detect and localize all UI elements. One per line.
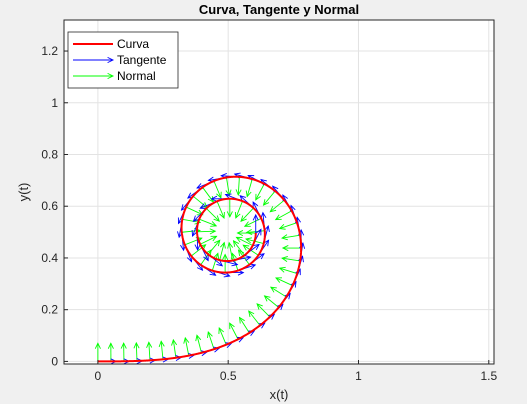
legend-label-normal: Normal [117, 69, 156, 83]
y-tick-label: 1.2 [41, 44, 58, 58]
y-axis-label: y(t) [16, 183, 31, 202]
x-tick-label: 1.5 [480, 369, 497, 383]
normal-arrow [248, 310, 261, 326]
x-axis-ticks: 0 0.5 1 1.5 [95, 360, 497, 383]
normal-arrow [195, 334, 202, 353]
normal-arrow [211, 252, 220, 271]
normal-arrow [269, 199, 285, 213]
normal-arrow [183, 336, 190, 356]
normal-arrow [207, 239, 221, 255]
legend-entry-curva: Curva [73, 37, 149, 51]
normal-arrow [255, 183, 265, 201]
legend: Curva Tangente Normal [67, 31, 179, 89]
chart-title: Curva, Tangente y Normal [199, 2, 359, 17]
legend-swatch-tangente [73, 56, 115, 64]
normal-arrow [197, 228, 217, 235]
legend-entry-normal: Normal [73, 69, 156, 83]
normal-arrow [226, 198, 233, 218]
legend-arrow-normal [73, 72, 115, 80]
normal-arrow [256, 303, 271, 318]
normal-arrow [171, 338, 178, 358]
normal-arrow [133, 341, 140, 361]
normal-arrow [146, 341, 153, 361]
normal-arrow [275, 277, 293, 286]
normal-arrow [278, 222, 298, 230]
normal-arrow [281, 234, 301, 241]
normal-arrow [94, 342, 101, 362]
normal-arrow [232, 240, 245, 256]
x-axis-label: x(t) [270, 387, 289, 402]
normal-arrow [207, 330, 215, 350]
normal-arrow [218, 326, 227, 345]
normal-arrow [219, 241, 226, 261]
tangent-arrow [252, 213, 259, 234]
normal-arrow [281, 245, 302, 252]
normal-arrow [120, 342, 127, 362]
y-tick-label: 0.6 [41, 199, 58, 213]
x-tick-label: 0 [95, 369, 102, 383]
normal-arrow [274, 210, 292, 221]
legend-label-tangente: Tangente [117, 53, 167, 67]
normal-arrow [263, 295, 279, 308]
normal-arrow [281, 255, 301, 262]
normal-arrow [222, 253, 229, 273]
normal-arrow [229, 322, 239, 340]
normal-arrow [269, 286, 287, 298]
normal-arrow [185, 206, 204, 216]
normal-arrow [235, 176, 242, 196]
normal-arrow [235, 236, 253, 246]
normal-arrow [225, 177, 232, 197]
normal-arrow [245, 178, 253, 198]
normal-arrow [213, 180, 222, 199]
normal-arrow [158, 340, 165, 360]
plot-frame [63, 19, 495, 365]
x-tick-label: 0.5 [220, 369, 237, 383]
normal-arrows [94, 176, 302, 362]
normal-arrow [199, 218, 218, 227]
x-tick-label: 1 [355, 369, 362, 383]
legend-arrow-tangente [73, 56, 115, 64]
normal-arrow [227, 241, 234, 261]
normal-arrow [199, 235, 218, 245]
legend-label-curva: Curva [117, 37, 149, 51]
normal-arrow [278, 266, 298, 274]
legend-swatch-normal [73, 72, 115, 80]
normal-arrow [216, 201, 225, 219]
normal-arrow [107, 342, 114, 362]
y-tick-label: 0 [51, 354, 58, 368]
normal-arrow [240, 207, 254, 223]
y-axis-ticks: 0 0.2 0.4 0.6 0.8 1 1.2 [41, 44, 68, 368]
normal-arrow [234, 200, 243, 219]
legend-entry-tangente: Tangente [73, 53, 167, 67]
normal-arrow [206, 208, 221, 222]
normal-arrow [238, 316, 250, 334]
normal-arrow [262, 190, 276, 206]
curve-line [97, 175, 303, 363]
normal-arrow [236, 230, 256, 237]
y-tick-label: 0.8 [41, 147, 58, 161]
y-tick-label: 0.2 [41, 303, 58, 317]
y-tick-label: 0.4 [41, 251, 58, 265]
y-tick-label: 1 [51, 96, 58, 110]
